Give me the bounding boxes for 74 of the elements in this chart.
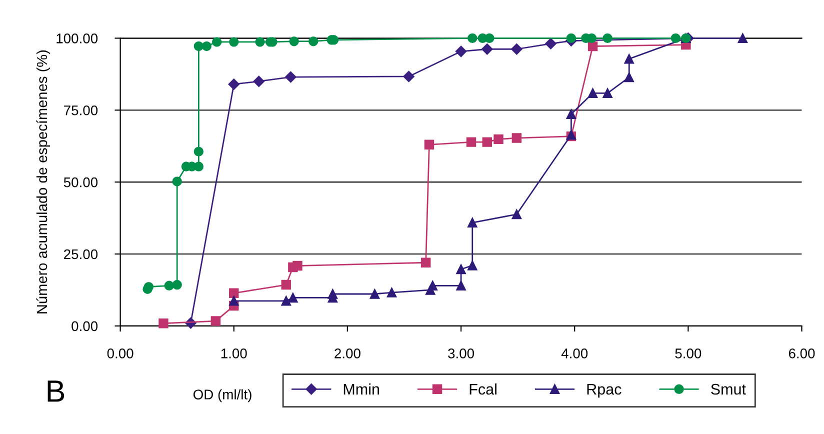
point <box>194 146 204 156</box>
point <box>428 280 438 291</box>
point <box>588 88 598 98</box>
point <box>288 292 298 303</box>
point <box>308 36 318 46</box>
point <box>624 54 634 64</box>
point <box>229 296 239 306</box>
point <box>403 70 414 82</box>
point <box>468 33 478 44</box>
point <box>229 37 239 47</box>
point <box>670 33 681 44</box>
x-tick-label: 5.00 <box>675 348 702 358</box>
point <box>164 280 174 291</box>
point <box>512 133 522 143</box>
point <box>386 288 397 298</box>
point <box>229 288 239 298</box>
y-tick-label: 50.00 <box>64 177 98 188</box>
point <box>512 209 522 220</box>
x-tick-label: 2.00 <box>334 348 360 358</box>
point <box>466 137 476 147</box>
point <box>172 280 182 290</box>
point <box>420 258 431 268</box>
point <box>566 109 576 120</box>
point <box>468 260 478 270</box>
point <box>545 38 556 50</box>
point <box>212 37 222 47</box>
point <box>281 296 291 306</box>
x-tick-label: 4.00 <box>561 348 588 358</box>
point <box>292 260 302 271</box>
x-axis-title: OD (ml/lt) <box>193 389 252 402</box>
point <box>424 140 434 150</box>
point <box>289 36 299 46</box>
point <box>738 33 748 44</box>
point <box>484 33 494 44</box>
point <box>566 33 576 44</box>
point <box>511 44 522 55</box>
point <box>370 289 380 299</box>
point <box>494 134 504 144</box>
point <box>194 41 204 52</box>
x-tick-label: 1.00 <box>221 348 247 358</box>
point <box>255 37 265 47</box>
point <box>253 76 264 87</box>
y-tick-label: 25.00 <box>64 249 98 260</box>
legend-label: Mmin <box>344 383 379 394</box>
point <box>455 46 467 58</box>
legend-label: Rpac <box>587 384 622 398</box>
x-tick-label: 0.00 <box>107 348 134 358</box>
point <box>456 264 466 274</box>
legend-label: Smut <box>711 384 746 395</box>
point <box>202 41 212 52</box>
point <box>172 176 182 186</box>
text: B <box>48 380 64 402</box>
point <box>624 72 634 82</box>
point <box>210 316 221 326</box>
y-axis-title: Número acumulado de especímenes (%) <box>36 50 50 314</box>
y-tick-label: 75.00 <box>64 105 98 116</box>
x-tick-label: 3.00 <box>448 348 474 358</box>
point <box>468 218 478 228</box>
legend-label: Fcal <box>470 383 496 395</box>
point <box>456 280 466 291</box>
point <box>285 71 296 83</box>
point <box>158 318 168 328</box>
point <box>228 78 240 90</box>
y-tick-label: 100.00 <box>56 34 98 44</box>
point <box>328 289 338 299</box>
point <box>602 88 612 98</box>
point <box>602 33 612 44</box>
y-tick-label: 0.00 <box>72 321 98 332</box>
point <box>194 162 204 172</box>
point <box>144 282 154 292</box>
x-tick-label: 6.00 <box>788 348 815 358</box>
point <box>482 137 492 147</box>
point <box>482 44 493 55</box>
point <box>281 280 291 290</box>
